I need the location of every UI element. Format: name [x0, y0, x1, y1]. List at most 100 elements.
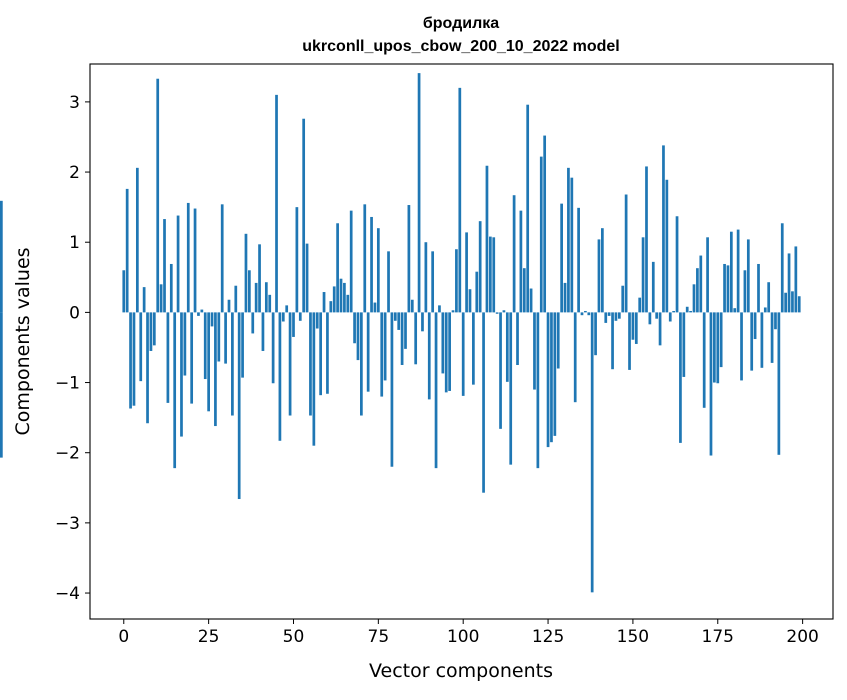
bar	[543, 135, 547, 313]
bar	[295, 207, 299, 313]
bar	[560, 203, 563, 313]
bar	[665, 179, 669, 313]
bar	[285, 305, 289, 313]
bar	[271, 312, 275, 384]
bar	[383, 312, 387, 381]
bar	[594, 312, 597, 356]
bar	[281, 312, 285, 322]
bar	[645, 166, 648, 313]
bar	[431, 251, 435, 313]
bar	[278, 312, 282, 441]
bar	[393, 312, 397, 321]
bar	[173, 312, 177, 469]
bar	[573, 312, 577, 403]
bar	[370, 216, 373, 313]
bar	[692, 284, 696, 313]
bar	[302, 118, 306, 313]
bar	[122, 270, 126, 313]
y-tick-label: −4	[55, 584, 80, 604]
bar	[407, 205, 411, 313]
y-axis-ticks: 3 2 1 0 −1 −2 −3 −4	[55, 93, 90, 604]
bar	[512, 195, 516, 313]
bar	[716, 312, 720, 384]
bar	[190, 312, 194, 404]
bar	[234, 285, 238, 313]
bar	[163, 219, 166, 313]
bar	[472, 312, 475, 385]
bar	[580, 312, 584, 316]
bar	[400, 312, 404, 365]
bar	[241, 312, 244, 378]
bar	[336, 223, 339, 313]
bar	[135, 167, 139, 313]
bar	[319, 312, 322, 396]
x-tick-label: 50	[283, 627, 305, 647]
x-tick-label: 200	[786, 627, 818, 647]
bar	[729, 231, 733, 313]
bar	[444, 312, 448, 393]
bar	[268, 294, 272, 313]
bar	[309, 312, 312, 416]
bar	[546, 312, 550, 448]
bar	[169, 263, 173, 313]
bar	[217, 312, 221, 362]
bar	[451, 310, 455, 313]
bar	[753, 312, 757, 340]
bar	[244, 233, 248, 313]
bar	[682, 312, 686, 377]
bar	[611, 312, 614, 370]
bar	[631, 312, 635, 340]
bar	[363, 204, 367, 313]
y-tick-label: 3	[69, 93, 80, 113]
bar	[763, 307, 767, 313]
y-tick-label: 2	[69, 163, 80, 183]
x-tick-label: 175	[702, 627, 734, 647]
bar	[604, 312, 608, 323]
bar	[672, 310, 675, 313]
bar	[478, 221, 482, 313]
bar	[556, 312, 560, 369]
bar	[482, 312, 485, 493]
x-axis-label: Vector components	[369, 660, 553, 682]
bar	[292, 312, 295, 337]
bar	[770, 312, 774, 363]
x-tick-label: 100	[447, 627, 479, 647]
bar	[757, 263, 760, 313]
y-tick-label: 1	[69, 233, 80, 253]
bar	[461, 312, 465, 396]
bar	[404, 312, 407, 349]
bar	[784, 292, 788, 313]
y-tick-label: −1	[55, 374, 80, 394]
bar	[183, 312, 187, 376]
bar	[166, 312, 170, 403]
bar	[617, 312, 621, 319]
bar	[760, 312, 764, 368]
bar	[584, 310, 587, 313]
bar	[237, 312, 241, 500]
bar	[733, 308, 737, 313]
bar	[125, 188, 129, 313]
bar	[455, 249, 458, 313]
bar	[180, 312, 183, 437]
bar	[726, 265, 730, 313]
bar	[587, 312, 591, 316]
bar	[641, 237, 645, 313]
y-tick-label: 0	[69, 303, 80, 323]
bar	[685, 306, 689, 313]
bar	[590, 312, 594, 593]
bar	[231, 312, 234, 416]
bar	[516, 312, 519, 365]
bar	[774, 312, 777, 330]
bar	[132, 312, 136, 406]
bar	[750, 312, 754, 371]
bar	[329, 301, 333, 313]
bar	[305, 243, 309, 313]
bar	[689, 310, 692, 313]
bar	[397, 312, 401, 330]
bar	[254, 282, 258, 313]
bar-series	[0, 73, 801, 593]
bar	[621, 285, 625, 313]
bar	[332, 286, 336, 313]
bar	[356, 312, 360, 361]
bar	[488, 236, 492, 313]
